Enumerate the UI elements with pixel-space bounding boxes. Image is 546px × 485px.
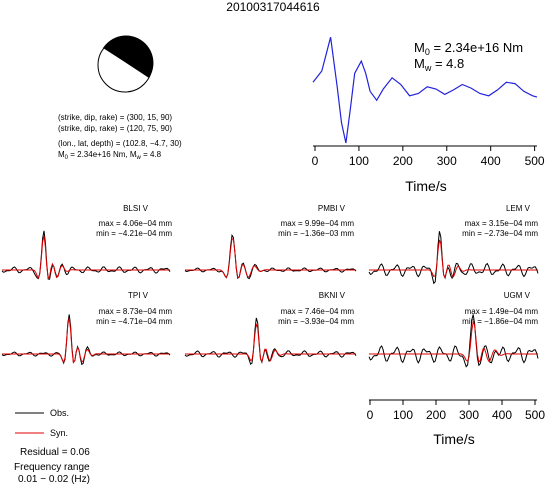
synthetic-trace — [185, 323, 356, 363]
station-name: UGM V — [504, 291, 531, 300]
stf-tick-label: 500 — [525, 154, 545, 168]
focal-mechanism — [97, 35, 154, 93]
event-title: 20100317044616 — [226, 0, 320, 14]
station-max: max = 9.99e−04 mm — [281, 219, 355, 228]
station-min: min = −3.93e−04 mm — [278, 317, 354, 326]
stf-panel: M0 = 2.34e+16 Nm Mw = 4.8 0 100 200 300 400 5… — [312, 37, 545, 194]
station-name: TPI V — [128, 291, 149, 300]
synthetic-trace — [369, 239, 538, 279]
station-name: BKNI V — [319, 291, 346, 300]
stf-tick-label: 300 — [437, 154, 457, 168]
plane1-text: (strike, dip, rake) = (300, 15, 90) — [58, 113, 172, 122]
wave-tick-label: 300 — [459, 408, 479, 422]
synthetic-trace — [2, 235, 170, 280]
wave-tick-label: 200 — [426, 408, 446, 422]
wave-tick-label: 500 — [525, 408, 545, 422]
legend: Obs. Syn. — [15, 408, 69, 438]
wave-tick-label: 100 — [393, 408, 413, 422]
station-name: LEM V — [506, 204, 531, 213]
plane2-text: (strike, dip, rake) = (120, 75, 90) — [58, 124, 172, 133]
stf-ticks: 0 100 200 300 400 500 — [312, 146, 545, 168]
station-min: min = −4.71e−04 mm — [96, 317, 172, 326]
stf-mw-text: Mw = 4.8 — [414, 56, 464, 73]
synthetic-trace — [2, 317, 170, 364]
stf-tick-label: 200 — [393, 154, 413, 168]
wave-xlabel: Time/s — [433, 431, 474, 447]
moment-text: M0 = 2.34e+16 Nm, Mw = 4.8 — [58, 150, 162, 161]
station-name: BLSI V — [123, 204, 149, 213]
synthetic-trace — [185, 237, 356, 279]
station-min: min = −1.86e−04 mm — [462, 317, 538, 326]
wave-tick-label: 400 — [492, 408, 512, 422]
stf-tick-label: 100 — [349, 154, 369, 168]
station-name: PMBI V — [318, 204, 346, 213]
station-max: max = 8.73e−04 mm — [99, 307, 173, 316]
station-min: min = −1.36e−03 mm — [278, 229, 354, 238]
station-min: min = −4.21e−04 mm — [96, 229, 172, 238]
station-max: max = 7.46e−04 mm — [281, 307, 355, 316]
stf-tick-label: 0 — [312, 154, 319, 168]
station-min: min = −2.73e−04 mm — [462, 229, 538, 238]
observed-trace — [368, 231, 539, 285]
observed-trace — [1, 314, 171, 366]
stf-curve — [312, 37, 538, 144]
station-max: max = 3.15e−04 mm — [465, 219, 539, 228]
wave-axis: 0 100 200 300 400 500 Time/s — [367, 399, 545, 447]
frequency-range: 0.01 − 0.02 (Hz) — [18, 474, 90, 485]
station-max: max = 1.49e−04 mm — [465, 307, 539, 316]
frequency-title: Frequency range — [14, 462, 90, 473]
wave-ticks: 0 100 200 300 400 500 — [367, 400, 545, 422]
observed-trace — [368, 314, 539, 368]
stf-tick-label: 400 — [481, 154, 501, 168]
stf-xlabel: Time/s — [405, 178, 446, 194]
observed-trace — [184, 233, 357, 280]
stf-m0-text: M0 = 2.34e+16 Nm — [414, 40, 523, 57]
station-max: max = 4.06e−04 mm — [99, 219, 173, 228]
residual-text: Residual = 0.06 — [20, 447, 90, 458]
synthetic-trace — [369, 319, 538, 364]
wave-tick-label: 0 — [367, 408, 374, 422]
legend-syn-label: Syn. — [50, 428, 68, 438]
observed-trace — [1, 230, 171, 280]
legend-obs-label: Obs. — [50, 408, 69, 418]
location-text: (lon., lat, depth) = (102.8, −4.7, 30) — [58, 139, 182, 148]
beachball-compression — [103, 35, 154, 78]
